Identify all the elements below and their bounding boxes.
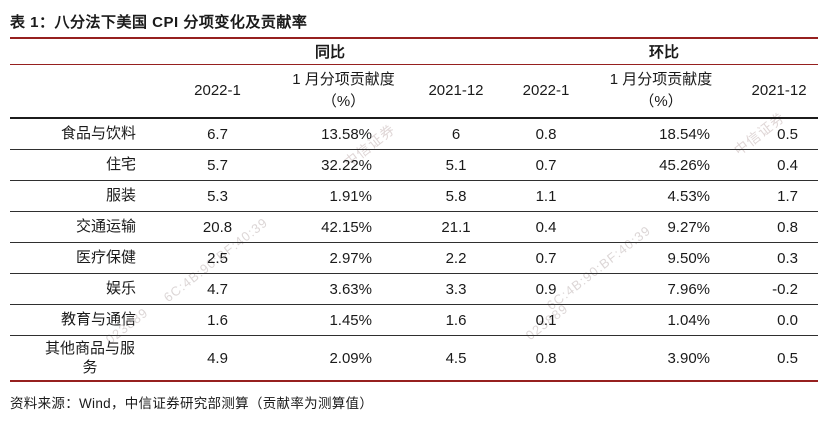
cell-category: 住宅	[10, 149, 150, 181]
cell-yoy-2022-01: 4.9	[150, 335, 285, 382]
cell-yoy-contribution: 2.09%	[285, 335, 402, 382]
group-header-mom: 环比	[510, 37, 819, 65]
cell-yoy-2021-12: 6	[402, 118, 511, 150]
corner-cell	[10, 37, 150, 65]
cell-category: 交通运输	[10, 211, 150, 243]
cell-yoy-2021-12: 1.6	[402, 304, 511, 336]
table-row: 交通运输 20.8 42.15% 21.1 0.4 9.27% 0.8	[10, 211, 819, 243]
cell-yoy-2022-01: 5.3	[150, 180, 285, 212]
cell-mom-contribution: 9.27%	[582, 211, 741, 243]
cell-mom-contribution: 4.53%	[582, 180, 741, 212]
cell-mom-2022-01: 0.9	[510, 273, 583, 305]
cell-mom-2021-12: 0.4	[740, 149, 819, 181]
cell-yoy-contribution: 42.15%	[285, 211, 402, 243]
column-header-yoy-contribution: 1 月分项贡献度 （%）	[285, 64, 402, 119]
cell-mom-2022-01: 0.1	[510, 304, 583, 336]
cell-mom-2021-12: 0.5	[740, 118, 819, 150]
table-row: 服装 5.3 1.91% 5.8 1.1 4.53% 1.7	[10, 180, 819, 212]
contribution-header-line2: （%）	[639, 93, 683, 110]
cell-category: 服装	[10, 180, 150, 212]
column-header-mom-contribution: 1 月分项贡献度 （%）	[582, 64, 741, 119]
contribution-header-line1: 1 月分项贡献度	[609, 71, 713, 89]
contribution-header-line2: （%）	[321, 93, 366, 110]
table-row: 其他商品与服务 4.9 2.09% 4.5 0.8 3.90% 0.5	[10, 335, 819, 382]
cell-yoy-2021-12: 5.1	[402, 149, 511, 181]
cell-yoy-2022-01: 5.7	[150, 149, 285, 181]
column-header-yoy-2021-12: 2021-12	[402, 64, 511, 119]
cell-yoy-2022-01: 6.7	[150, 118, 285, 150]
cell-yoy-2022-01: 1.6	[150, 304, 285, 336]
cell-mom-2021-12: 0.0	[740, 304, 819, 336]
table-row: 医疗保健 2.5 2.97% 2.2 0.7 9.50% 0.3	[10, 242, 819, 274]
cell-yoy-2022-01: 20.8	[150, 211, 285, 243]
cell-mom-2022-01: 0.7	[510, 242, 583, 274]
cell-yoy-contribution: 32.22%	[285, 149, 402, 181]
cell-yoy-contribution: 1.45%	[285, 304, 402, 336]
cell-mom-2021-12: 0.5	[740, 335, 819, 382]
cell-mom-2022-01: 0.4	[510, 211, 583, 243]
column-header-category	[10, 64, 150, 119]
cell-yoy-2021-12: 3.3	[402, 273, 511, 305]
cell-mom-2021-12: 1.7	[740, 180, 819, 212]
cell-yoy-contribution: 1.91%	[285, 180, 402, 212]
cell-mom-2021-12: -0.2	[740, 273, 819, 305]
cell-mom-contribution: 7.96%	[582, 273, 741, 305]
cell-mom-2022-01: 0.8	[510, 118, 583, 150]
table-row: 娱乐 4.7 3.63% 3.3 0.9 7.96% -0.2	[10, 273, 819, 305]
cell-yoy-2021-12: 2.2	[402, 242, 511, 274]
table-row: 住宅 5.7 32.22% 5.1 0.7 45.26% 0.4	[10, 149, 819, 181]
group-header-row: 同比 环比	[10, 37, 819, 65]
cell-yoy-2022-01: 4.7	[150, 273, 285, 305]
cell-mom-2022-01: 0.7	[510, 149, 583, 181]
cell-mom-2022-01: 0.8	[510, 335, 583, 382]
column-header-row: 2022-1 1 月分项贡献度 （%） 2021-12 2022-1 1 月分项…	[10, 64, 819, 119]
cell-mom-2021-12: 0.8	[740, 211, 819, 243]
cell-yoy-2021-12: 4.5	[402, 335, 511, 382]
table-title: 表 1：八分法下美国 CPI 分项变化及贡献率	[10, 14, 308, 31]
group-header-yoy: 同比	[150, 37, 511, 65]
cell-yoy-contribution: 2.97%	[285, 242, 402, 274]
cell-yoy-contribution: 3.63%	[285, 273, 402, 305]
cell-category: 医疗保健	[10, 242, 150, 274]
table-row: 食品与饮料 6.7 13.58% 6 0.8 18.54% 0.5	[10, 118, 819, 150]
cell-category: 教育与通信	[10, 304, 150, 336]
column-header-mom-2022-01: 2022-1	[510, 64, 583, 119]
cell-mom-2022-01: 1.1	[510, 180, 583, 212]
cell-mom-2021-12: 0.3	[740, 242, 819, 274]
cell-yoy-2021-12: 5.8	[402, 180, 511, 212]
cell-mom-contribution: 3.90%	[582, 335, 741, 382]
cell-yoy-2021-12: 21.1	[402, 211, 511, 243]
cell-mom-contribution: 18.54%	[582, 118, 741, 150]
cell-mom-contribution: 1.04%	[582, 304, 741, 336]
cell-mom-contribution: 9.50%	[582, 242, 741, 274]
cell-category: 食品与饮料	[10, 118, 150, 150]
table-row: 教育与通信 1.6 1.45% 1.6 0.1 1.04% 0.0	[10, 304, 819, 336]
cell-yoy-contribution: 13.58%	[285, 118, 402, 150]
cell-category: 其他商品与服务	[10, 335, 150, 382]
cpi-breakdown-table: 同比 环比 2022-1 1 月分项贡献度 （%） 2021-12 2022-1…	[10, 37, 819, 382]
source-note: 资料来源：Wind，中信证券研究部测算（贡献率为测算值）	[10, 396, 374, 411]
cell-mom-contribution: 45.26%	[582, 149, 741, 181]
cell-category: 娱乐	[10, 273, 150, 305]
table-body: 食品与饮料 6.7 13.58% 6 0.8 18.54% 0.5 住宅 5.7…	[10, 118, 819, 382]
contribution-header-line1: 1 月分项贡献度	[292, 71, 395, 89]
cell-yoy-2022-01: 2.5	[150, 242, 285, 274]
column-header-yoy-2022-01: 2022-1	[150, 64, 285, 119]
column-header-mom-2021-12: 2021-12	[740, 64, 819, 119]
